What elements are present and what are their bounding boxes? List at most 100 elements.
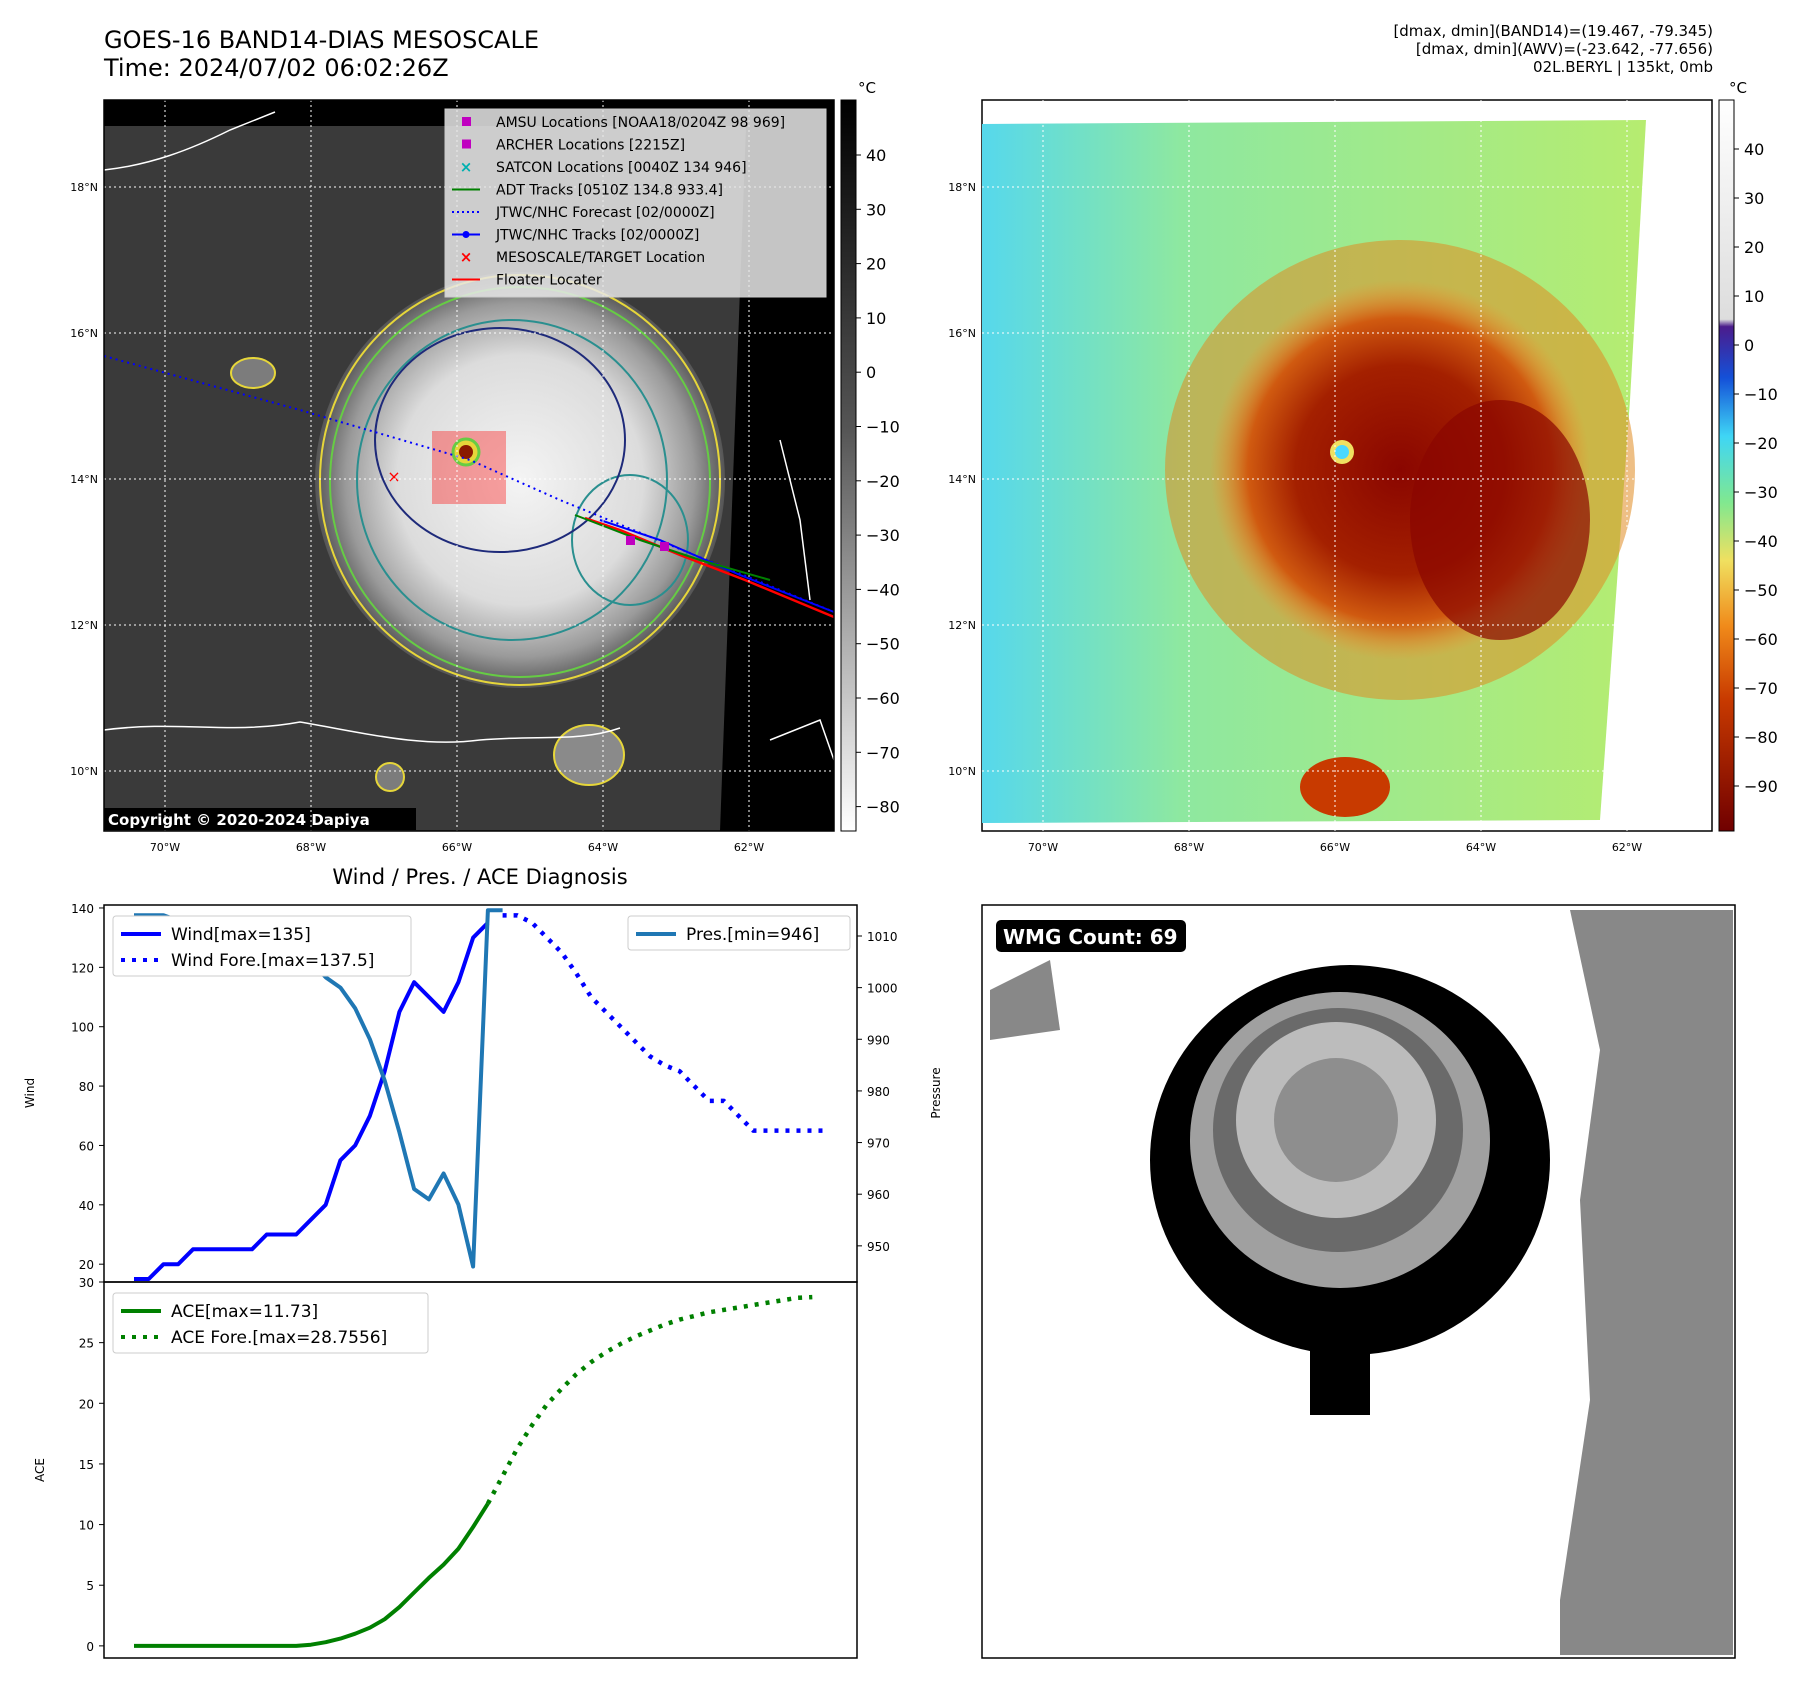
y-tick-label: 15 (79, 1458, 94, 1472)
figure-title: GOES-16 BAND14-DIAS MESOSCALE Time: 2024… (104, 26, 540, 82)
colorbar-tick-label: 10 (1744, 287, 1764, 306)
ir-map-frame (103, 99, 835, 832)
cloud-cluster-south (553, 724, 625, 786)
chart-legend-label: Wind[max=135] (171, 925, 311, 945)
colorbar-tick-label: 30 (1744, 189, 1764, 208)
y2-tick-label: 990 (867, 1033, 890, 1047)
legend-label: AMSU Locations [NOAA18/0204Z 98 969] (496, 115, 785, 131)
ir-map-panel: × Copyright © 2020-2024 Dapiya 18°N 16°N 1… (70, 99, 835, 854)
legend-marker-x: × (460, 248, 473, 266)
y2-tick-label: 980 (867, 1085, 890, 1099)
colorbar-tick-label: −70 (866, 743, 900, 762)
lon-tick-label: 66°W (442, 841, 472, 854)
colorbar-tick-label: 20 (866, 255, 886, 274)
colorbar-tick-label: 20 (1744, 238, 1764, 257)
ace-axis-label: ACE (33, 1458, 47, 1482)
lon-tick-label: 64°W (588, 841, 618, 854)
contour-teal (356, 319, 668, 641)
wmg-panel: WMG Count: 69 (981, 904, 1736, 1659)
series-line-0 (134, 921, 490, 1281)
legend-label: Floater Locater (496, 273, 602, 289)
cloud-cluster-small (375, 762, 405, 792)
lon-tick-label: 64°W (1466, 841, 1496, 854)
coastline-south-america (103, 721, 621, 743)
colorbar-band14-unit: °C (858, 79, 876, 97)
eye-center (459, 445, 473, 459)
colorbar-band14-ticks: 40 30 20 10 0 −10 −20 −30 −40 −50 −60 −70 −80 (856, 146, 900, 817)
legend-label: SATCON Locations [0040Z 134 946] (496, 160, 747, 176)
colorbar-tick-label: −20 (866, 472, 900, 491)
lat-tick-label: 16°N (948, 327, 976, 340)
lon-tick-label: 68°W (1174, 841, 1204, 854)
colorbar-tick-label: −80 (866, 798, 900, 817)
colorbar-tick-label: 40 (1744, 140, 1764, 159)
y-tick-label: 25 (79, 1337, 94, 1351)
color-map-panel: 18°N 16°N 14°N 12°N 10°N 70°W 68°W 66°W 64°W 62°W (948, 99, 1713, 854)
y-tick-label: 30 (79, 1276, 94, 1290)
colorbar-band14-gradient (840, 99, 857, 832)
y-tick-label: 40 (79, 1199, 94, 1213)
colorbar-awv-ticks: 40 30 20 10 0 −10 −20 −30 −40 −50 −60 −70 −80 −90 (1734, 140, 1778, 796)
wind-axis-label: Wind (23, 1078, 37, 1108)
series-line-1 (485, 1294, 813, 1505)
lat-tick-label: 10°N (948, 765, 976, 778)
colorbar-tick-label: −50 (1744, 581, 1778, 600)
legend-marker-dot (462, 231, 470, 238)
lat-tick-label: 12°N (70, 619, 98, 632)
chart-legend-label: ACE[max=11.73] (171, 1302, 318, 1322)
colorbar-tick-label: −10 (866, 418, 900, 437)
diagnosis-title: Wind / Pres. / ACE Diagnosis (332, 865, 627, 889)
colorbar-tick-label: 40 (866, 146, 886, 165)
coastline-hispaniola (103, 111, 276, 171)
lat-tick-label: 18°N (70, 181, 98, 194)
chart-legend-label: Wind Fore.[max=137.5] (171, 951, 374, 971)
lat-tick-label: 18°N (948, 181, 976, 194)
storm-cloud-shield (315, 272, 725, 688)
y-tick-label: 10 (79, 1519, 94, 1533)
lat-tick-label: 16°N (70, 327, 98, 340)
lat-tick-label: 10°N (70, 765, 98, 778)
convection-south (1300, 757, 1390, 817)
y-tick-label: 140 (71, 902, 94, 916)
lon-tick-label: 62°W (734, 841, 764, 854)
ace-chart-frame (103, 1281, 858, 1659)
colorbar-awv-unit: °C (1729, 79, 1747, 97)
y-tick-label: 20 (79, 1397, 94, 1411)
chart-legend-label: Pres.[min=946] (686, 925, 819, 945)
colorbar-tick-label: −30 (866, 526, 900, 545)
colorbar-tick-label: −10 (1744, 385, 1778, 404)
wmg-count-text: WMG Count: 69 (1003, 925, 1178, 949)
colorbar-awv-gradient (1718, 99, 1735, 832)
contour-navy (374, 327, 626, 553)
colorbar-tick-label: −60 (866, 689, 900, 708)
colorbar-tick-label: −90 (1744, 777, 1778, 796)
legend-label: JTWC/NHC Tracks [02/0000Z] (495, 228, 699, 244)
wmg-black-tail (1310, 1320, 1370, 1415)
legend-label: ARCHER Locations [2215Z] (496, 138, 685, 154)
wmg-count-badge (996, 920, 1186, 952)
colorbar-tick-label: 30 (866, 200, 886, 219)
colorbar-tick-label: 0 (866, 363, 876, 382)
colorbar-tick-label: −50 (866, 635, 900, 654)
colorbar-tick-label: −40 (1744, 532, 1778, 551)
eye-warm (1335, 445, 1349, 459)
copyright-text: Copyright © 2020-2024 Dapiya (108, 811, 370, 829)
lon-tick-label: 70°W (150, 841, 180, 854)
wmg-land-west (990, 960, 1060, 1040)
contour-teal-east (571, 474, 689, 606)
y2-tick-label: 950 (867, 1240, 890, 1254)
lat-tick-label: 14°N (70, 473, 98, 486)
colorbar-awv: °C 40 30 20 10 0 −10 −20 −30 −40 −50 −60 −70 −80 −90 (1718, 79, 1778, 832)
archer-location-marker (660, 542, 669, 551)
map-legend (444, 108, 827, 298)
y-tick-label: 5 (86, 1579, 94, 1593)
colorbar-tick-label: −60 (1744, 630, 1778, 649)
ace-chart: 0 5 10 15 20 25 30 ACE[max=11.73] ACE Fore.[max=… (79, 1276, 858, 1659)
lon-tick-label: 62°W (1612, 841, 1642, 854)
y-tick-label: 80 (79, 1080, 94, 1094)
legend-label: ADT Tracks [0510Z 134.8 933.4] (496, 183, 723, 199)
y-tick-label: 0 (86, 1640, 94, 1654)
colorbar-band14: °C 40 30 20 10 0 −10 −20 −30 −40 −50 −60 −70 −80 (840, 79, 900, 832)
y-tick-label: 120 (71, 961, 94, 975)
